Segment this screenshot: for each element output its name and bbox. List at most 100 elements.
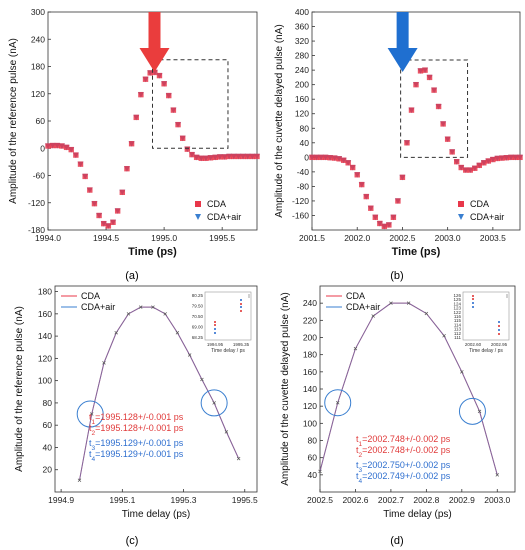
x-tick-label-c: 1995.3	[171, 495, 197, 505]
panel-b-label: (b)	[390, 270, 403, 282]
marker-cda-a	[49, 142, 56, 149]
inset-point-c	[240, 310, 242, 312]
marker-cda-b	[481, 160, 487, 166]
inset-y-tick-d: 113	[454, 327, 462, 332]
marker-cda-b	[404, 140, 410, 146]
panel-b: (b) 2001.5 2002.0 2002.5 2003.0 2003.5 -160 -1…	[274, 7, 523, 282]
inset-y-tick-d: 116	[454, 314, 462, 319]
marker-cda-b	[413, 81, 419, 88]
marker-cda-b	[331, 155, 338, 161]
plot-frame-b	[311, 11, 521, 231]
x-tick-label-d: 2002.9	[449, 495, 475, 505]
marker-cda-b	[408, 107, 415, 113]
marker-cda-a	[161, 81, 167, 87]
y-tick-label-a: 0	[40, 143, 45, 153]
data-point-d	[424, 311, 429, 316]
legend-label-cda-d: CDA	[346, 291, 365, 301]
inset-y-tick-d: 126	[453, 293, 461, 298]
x-axis-label-d: Time delay (ps)	[383, 509, 452, 520]
data-point-c	[138, 305, 143, 309]
inset-frame-d	[462, 291, 510, 341]
inset-point-c	[214, 332, 216, 334]
marker-cda-b	[512, 154, 519, 161]
x-tick-label-c: 1995.1	[109, 495, 135, 505]
marker-cda-a	[138, 91, 144, 98]
marker-cda-b	[440, 121, 446, 127]
marker-cda-a	[170, 107, 177, 113]
inset-point-d	[498, 333, 500, 335]
legend-label-cda-c: CDA	[81, 291, 100, 301]
annotation-c-1: t1=1995.128+/-0.001 ps	[89, 412, 184, 426]
marker-cda-b	[327, 154, 333, 161]
marker-cda-a	[217, 154, 223, 160]
inset-y-tick-c: 80.25	[192, 293, 204, 298]
y-tick-label-b: -120	[292, 196, 309, 206]
x-tick-label-a: 1994.5	[93, 233, 119, 243]
data-point-d	[477, 409, 482, 414]
marker-cda-a	[198, 155, 204, 161]
inset-point-c	[240, 299, 242, 301]
marker-cda-b	[458, 164, 464, 171]
highlight-circle-d	[324, 389, 352, 417]
data-point-d	[389, 301, 393, 305]
y-tick-label-b: 0	[304, 152, 309, 162]
marker-cda-b	[313, 154, 320, 161]
y-tick-label-d: 200	[303, 333, 317, 343]
marker-cda-a	[152, 69, 158, 76]
red-arrow-icon	[139, 12, 170, 72]
y-tick-label-d: 40	[308, 470, 318, 480]
data-point-d	[318, 469, 322, 474]
data-point-c	[163, 312, 167, 316]
marker-cda-b	[381, 223, 388, 230]
inset-y-tick-c: 79.50	[192, 304, 204, 309]
series-line-cda-air-c	[78, 306, 240, 481]
marker-cda-a	[124, 165, 130, 172]
inset-y-tick-c: 70.50	[192, 314, 204, 319]
marker-cda-b	[359, 181, 365, 188]
y-tick-label-a: 180	[31, 62, 45, 72]
inset-point-d	[498, 321, 500, 323]
y-tick-label-b: -160	[292, 210, 309, 220]
inset-point-d	[498, 325, 500, 327]
y-tick-label-b: 40	[300, 138, 310, 148]
x-axis-label-b: Time (ps)	[392, 246, 441, 258]
y-tick-label-c: 140	[38, 331, 52, 341]
x-tick-label-d: 2002.8	[413, 495, 439, 505]
marker-cda-a	[226, 153, 232, 160]
data-point-d	[460, 370, 464, 374]
marker-cda-b	[472, 165, 478, 171]
annotation-c-3: t3=1995.129+/-0.001 ps	[89, 438, 184, 452]
annotation-c-4: t4=1995.129+/-0.001 ps	[89, 449, 184, 463]
x-tick-label-a: 1995.0	[151, 233, 177, 243]
highlight-circle-d	[458, 397, 486, 425]
annotation-d-2: t2=2002.748+/-0.002 ps	[356, 445, 451, 459]
marker-cda-b	[463, 167, 469, 173]
legend-marker-cda-b	[458, 201, 464, 207]
x-tick-label-b: 2002.0	[344, 233, 370, 243]
marker-cda-a	[193, 154, 200, 161]
y-tick-label-b: 280	[295, 51, 309, 61]
marker-cda-b	[517, 154, 523, 161]
y-tick-label-a: 300	[31, 7, 45, 17]
marker-cda-b	[390, 214, 397, 220]
blue-arrow-icon	[387, 12, 418, 72]
y-axis-label-d: Amplitude of the cuvette delayed pulse (…	[280, 292, 291, 485]
marker-cda-a	[59, 143, 65, 149]
marker-cda-a	[254, 153, 260, 160]
inset-point-c	[214, 328, 216, 330]
y-tick-label-a: -60	[33, 171, 46, 181]
inset-y-tick-d: 115	[454, 318, 462, 323]
marker-cda-b	[395, 198, 401, 204]
marker-cda-b	[386, 222, 392, 228]
marker-cda-a	[73, 152, 79, 158]
inset-point-d	[498, 329, 500, 331]
y-tick-label-b: 240	[295, 65, 309, 75]
marker-cda-a	[212, 154, 218, 161]
marker-cda-a	[231, 153, 237, 160]
panel-a: (a) 1994.0 1994.5 1995.0 1995.5 -180 -120 -60 0…	[8, 7, 260, 282]
panel-a-label: (a)	[125, 270, 138, 282]
panel-d-label: (d)	[390, 535, 403, 547]
zoom-box-a	[152, 59, 229, 149]
marker-cda-a	[203, 155, 209, 161]
marker-cda-a	[133, 114, 139, 121]
